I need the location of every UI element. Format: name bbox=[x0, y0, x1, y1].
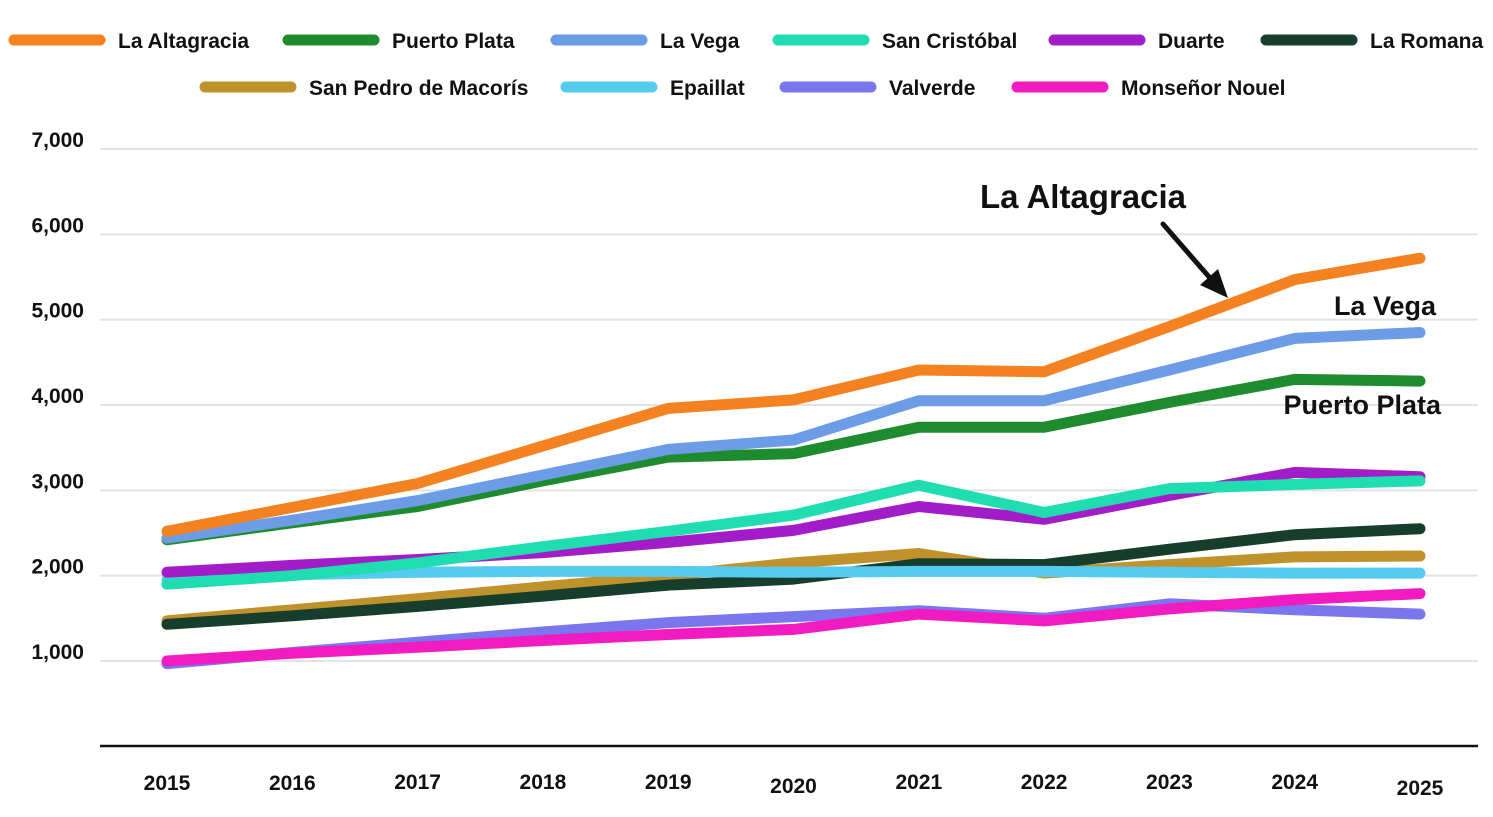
x-tick-label: 2024 bbox=[1271, 771, 1318, 794]
annotation-la-vega: La Vega bbox=[1334, 291, 1437, 321]
legend-item-la-vega: La Vega bbox=[550, 30, 740, 53]
series-line-la-vega bbox=[161, 327, 1426, 544]
legend-label: San Cristóbal bbox=[882, 30, 1017, 53]
legend-label: La Romana bbox=[1370, 30, 1484, 53]
legend-label: San Pedro de Macorís bbox=[309, 77, 528, 100]
series-line-san-pedro-de-macoris bbox=[161, 548, 1426, 627]
x-tick-label: 2020 bbox=[770, 775, 817, 798]
x-axis: 2015 2016 2017 2018 2019 2020 2021 2022 2023 2024… bbox=[100, 744, 1478, 800]
legend-item-san-pedro-de-macoris: San Pedro de Macorís bbox=[199, 77, 528, 100]
x-tick-label: 2019 bbox=[645, 771, 692, 794]
legend-item-puerto-plata: Puerto Plata bbox=[282, 30, 515, 53]
y-tick-label: 5,000 bbox=[31, 300, 84, 323]
annotations: La Altagracia La Vega Puerto Plata bbox=[980, 178, 1442, 420]
legend: La Altagracia Puerto Plata La Vega San Cris… bbox=[8, 30, 1484, 100]
legend-item-la-altagracia: La Altagracia bbox=[8, 30, 249, 53]
x-tick-label: 2016 bbox=[269, 772, 316, 795]
series-line-epaillat bbox=[161, 565, 1426, 586]
legend-label: Epaillat bbox=[670, 77, 745, 100]
series-line-san-cristobal bbox=[161, 475, 1426, 590]
y-axis: 1,000 2,000 3,000 4,000 5,000 6,000 7,000 bbox=[31, 129, 84, 664]
annotation-arrow bbox=[1160, 221, 1228, 298]
x-tick-label: 2021 bbox=[895, 771, 942, 794]
x-tick-label: 2017 bbox=[394, 771, 441, 794]
x-tick-label: 2015 bbox=[144, 772, 191, 795]
y-tick-label: 2,000 bbox=[31, 556, 84, 579]
y-tick-label: 7,000 bbox=[31, 129, 84, 152]
annotation-puerto-plata: Puerto Plata bbox=[1283, 390, 1442, 420]
legend-item-monsenor-nouel: Monseñor Nouel bbox=[1011, 77, 1286, 100]
legend-label: Valverde bbox=[889, 77, 975, 100]
legend-item-la-romana: La Romana bbox=[1260, 30, 1484, 53]
legend-label: Monseñor Nouel bbox=[1121, 77, 1286, 100]
legend-item-san-cristobal: San Cristóbal bbox=[772, 30, 1017, 53]
legend-label: La Vega bbox=[660, 30, 740, 53]
x-tick-label: 2018 bbox=[520, 771, 567, 794]
legend-label: Puerto Plata bbox=[392, 30, 515, 53]
y-tick-label: 1,000 bbox=[31, 641, 84, 664]
x-tick-label: 2023 bbox=[1146, 771, 1193, 794]
y-tick-label: 3,000 bbox=[31, 470, 84, 493]
series-lines bbox=[161, 252, 1426, 670]
series-line-la-altagracia bbox=[161, 252, 1426, 537]
legend-item-duarte: Duarte bbox=[1048, 30, 1225, 53]
series-line-la-romana bbox=[161, 523, 1426, 630]
annotation-la-altagracia: La Altagracia bbox=[980, 178, 1187, 215]
legend-label: La Altagracia bbox=[118, 30, 249, 53]
series-line-monsenor-nouel bbox=[161, 588, 1426, 667]
legend-item-epaillat: Epaillat bbox=[560, 77, 745, 100]
legend-label: Duarte bbox=[1158, 30, 1225, 53]
y-tick-label: 6,000 bbox=[31, 214, 84, 237]
x-tick-label: 2022 bbox=[1021, 771, 1068, 794]
y-tick-label: 4,000 bbox=[31, 385, 84, 408]
legend-item-valverde: Valverde bbox=[779, 77, 975, 100]
x-tick-label: 2025 bbox=[1397, 777, 1444, 800]
